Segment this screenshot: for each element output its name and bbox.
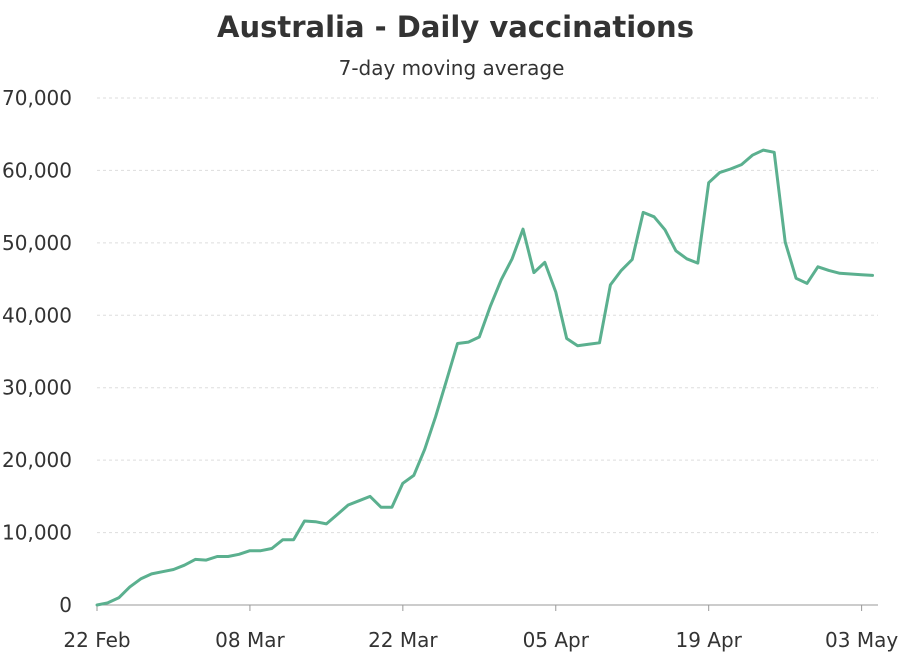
x-axis: 22 Feb 08 Mar 22 Mar 05 Apr 19 Apr 03 May <box>63 604 898 652</box>
y-tick-label: 10,000 <box>2 521 72 545</box>
x-tick-label: 08 Mar <box>215 628 285 652</box>
chart-subtitle: 7-day moving average <box>338 56 565 80</box>
x-tick-label: 22 Mar <box>368 628 438 652</box>
y-axis-tick-labels: 0 10,000 20,000 30,000 40,000 50,000 60,000 70,… <box>2 86 72 617</box>
y-tick-label: 50,000 <box>2 231 72 255</box>
x-tick-label: 22 Feb <box>63 628 130 652</box>
y-tick-label: 70,000 <box>2 86 72 110</box>
series-lines <box>95 148 874 607</box>
y-tick-label: 30,000 <box>2 376 72 400</box>
gridlines <box>97 97 878 534</box>
y-tick-label: 40,000 <box>2 303 72 327</box>
y-tick-label: 60,000 <box>2 158 72 182</box>
y-tick-label: 0 <box>59 593 72 617</box>
chart-title: Australia - Daily vaccinations <box>217 10 694 44</box>
x-tick-label: 05 Apr <box>523 628 590 652</box>
series-line-daily-vaccinations <box>95 148 874 607</box>
y-tick-label: 20,000 <box>2 448 72 472</box>
x-tick-label: 19 Apr <box>675 628 742 652</box>
x-tick-label: 03 May <box>825 628 898 652</box>
